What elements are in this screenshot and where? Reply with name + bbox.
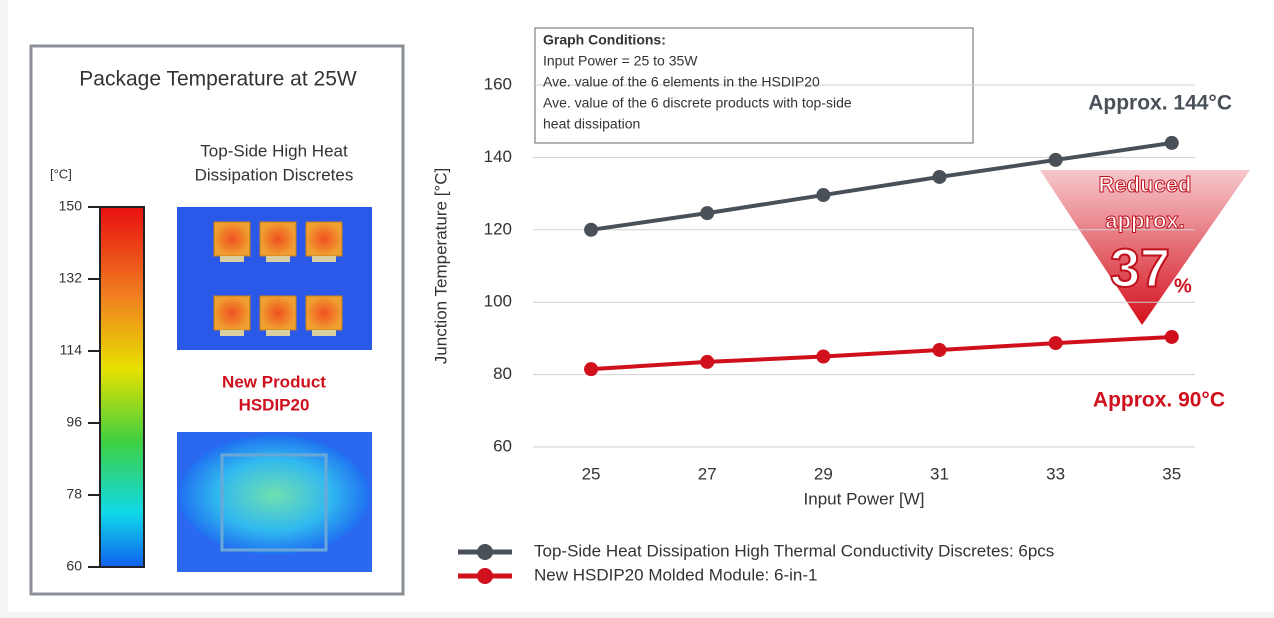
y-tick-label: 60 bbox=[493, 436, 512, 455]
annotation: Approx. 144°C bbox=[1088, 92, 1232, 115]
data-point bbox=[932, 342, 947, 357]
colorbar-tick-label: 78 bbox=[66, 486, 82, 502]
x-tick-label: 25 bbox=[582, 464, 601, 483]
image-label: HSDIP20 bbox=[239, 395, 310, 414]
chip-pins bbox=[266, 330, 290, 336]
y-tick-label: 80 bbox=[493, 364, 512, 383]
legend-marker bbox=[477, 544, 493, 560]
conditions-text: heat dissipation bbox=[543, 116, 640, 132]
data-point bbox=[1048, 152, 1063, 167]
data-point bbox=[1164, 135, 1179, 150]
thermal-image-module bbox=[177, 432, 372, 572]
reduction-arrow bbox=[1040, 170, 1250, 325]
chip bbox=[213, 221, 251, 257]
conditions-text: Input Power = 25 to 35W bbox=[543, 53, 698, 69]
data-point bbox=[816, 188, 831, 203]
chip bbox=[305, 221, 343, 257]
data-point bbox=[584, 362, 599, 377]
annotation: % bbox=[1174, 275, 1192, 297]
chips bbox=[213, 221, 343, 336]
chip-pins bbox=[312, 330, 336, 336]
colorbar-tick-label: 60 bbox=[66, 558, 82, 574]
data-point bbox=[1048, 336, 1063, 351]
legend-label: New HSDIP20 Molded Module: 6-in-1 bbox=[534, 565, 817, 584]
annotation: Approx. 90°C bbox=[1093, 389, 1225, 412]
panel-title: Package Temperature at 25W bbox=[79, 68, 357, 91]
y-axis-label: Junction Temperature [°C] bbox=[431, 168, 450, 364]
data-point bbox=[700, 354, 715, 369]
legend-label: Top-Side Heat Dissipation High Thermal C… bbox=[534, 541, 1054, 560]
y-tick-label: 160 bbox=[484, 74, 512, 93]
x-tick-label: 29 bbox=[814, 464, 833, 483]
chip bbox=[259, 295, 297, 331]
x-tick-label: 27 bbox=[698, 464, 717, 483]
y-tick-label: 100 bbox=[484, 292, 512, 311]
legend-marker bbox=[477, 568, 493, 584]
data-point bbox=[816, 349, 831, 364]
colorbar-tick-label: 132 bbox=[59, 270, 83, 286]
x-tick-label: 31 bbox=[930, 464, 949, 483]
series-line bbox=[590, 140, 1173, 232]
y-tick-label: 140 bbox=[484, 147, 512, 166]
chip bbox=[259, 221, 297, 257]
annotation: Reduced bbox=[1099, 172, 1192, 197]
data-point bbox=[584, 222, 599, 237]
colorbar-unit: [°C] bbox=[50, 166, 72, 181]
chip-pins bbox=[220, 330, 244, 336]
chip bbox=[305, 295, 343, 331]
data-point bbox=[932, 169, 947, 184]
heat-spot bbox=[179, 435, 369, 555]
conditions-text: Ave. value of the 6 elements in the HSDI… bbox=[543, 74, 820, 90]
image-label: Dissipation Discretes bbox=[195, 165, 354, 184]
annotation: approx. bbox=[1105, 208, 1184, 233]
chip-pins bbox=[312, 256, 336, 262]
conditions-text: Graph Conditions: bbox=[543, 32, 666, 48]
x-tick-label: 33 bbox=[1046, 464, 1065, 483]
series-line bbox=[590, 334, 1172, 372]
data-point bbox=[700, 206, 715, 221]
colorbar-tick-label: 96 bbox=[66, 414, 82, 430]
x-tick-label: 35 bbox=[1162, 464, 1181, 483]
image-label: New Product bbox=[222, 372, 326, 391]
module-outline bbox=[220, 453, 328, 552]
colorbar bbox=[99, 206, 145, 568]
image-label: Top-Side High Heat bbox=[200, 141, 348, 160]
x-axis-label: Input Power [W] bbox=[804, 489, 925, 508]
conditions-text: Ave. value of the 6 discrete products wi… bbox=[543, 95, 852, 111]
annotation: 37 bbox=[1110, 238, 1170, 298]
chip-pins bbox=[266, 256, 290, 262]
colorbar-tick-label: 150 bbox=[59, 198, 83, 214]
y-tick-label: 120 bbox=[484, 219, 512, 238]
colorbar-tick-label: 114 bbox=[60, 342, 83, 358]
thermal-image-discretes bbox=[177, 207, 372, 350]
data-point bbox=[1164, 329, 1179, 344]
chip bbox=[213, 295, 251, 331]
chip-pins bbox=[220, 256, 244, 262]
